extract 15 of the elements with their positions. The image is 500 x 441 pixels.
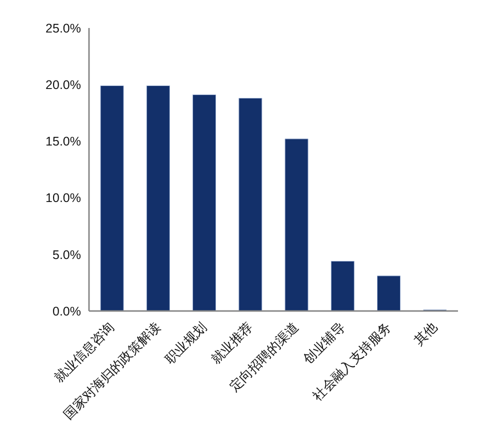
y-tick-label: 10.0% [46, 191, 81, 206]
y-tick-label: 20.0% [46, 78, 81, 92]
bar [330, 260, 354, 311]
bar [238, 98, 262, 311]
x-tick-label: 其他 [412, 320, 441, 350]
bar [192, 94, 216, 311]
y-tick-label: 25.0% [46, 21, 81, 36]
y-tick-label: 0.0% [52, 304, 81, 318]
bar [377, 276, 401, 311]
bar [284, 138, 308, 311]
y-tick-label: 5.0% [52, 248, 81, 262]
y-tick-label: 15.0% [46, 134, 81, 149]
x-tick-label: 职业规划 [162, 320, 210, 368]
bar [146, 85, 170, 311]
bar [100, 85, 124, 311]
